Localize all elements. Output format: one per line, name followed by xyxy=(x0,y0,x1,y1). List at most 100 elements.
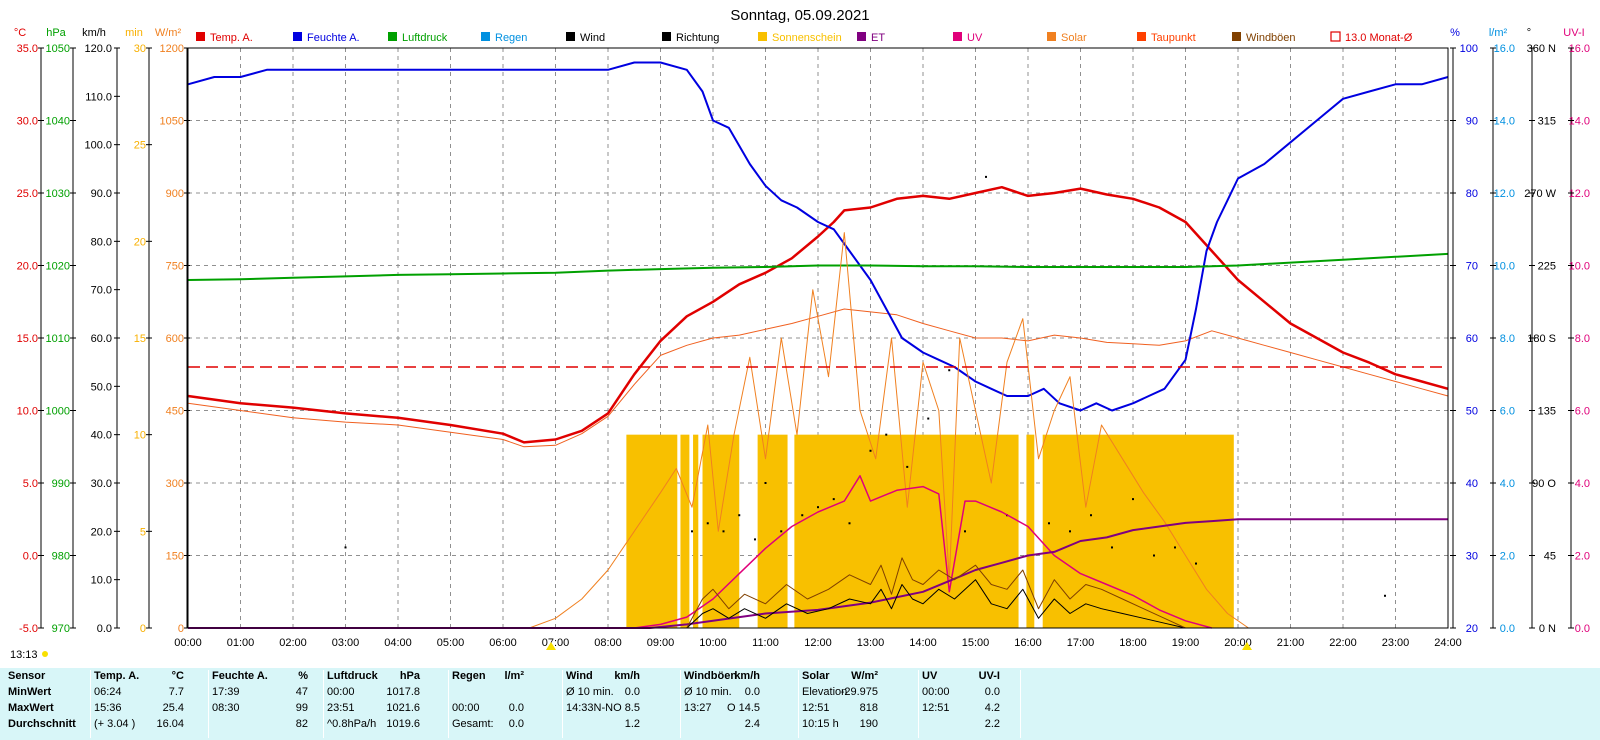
stats-cell: 1.2 xyxy=(624,718,640,730)
stats-cell: 1021.6 xyxy=(386,702,420,714)
axis-tick-label: 1050 xyxy=(46,43,70,55)
legend-label: UV xyxy=(967,32,983,44)
axis-tick-label: 80 xyxy=(1466,188,1478,200)
stats-cell: Gesamt: xyxy=(452,718,494,730)
x-tick-label: 07:00 xyxy=(542,637,570,649)
stats-cell: 08:30 xyxy=(212,702,240,714)
axis-tick-label: 10 xyxy=(134,430,146,442)
direction-point xyxy=(848,522,851,525)
stats-header: Temp. A. xyxy=(94,670,140,682)
direction-point xyxy=(801,514,804,517)
axis-tick-label: 80.0 xyxy=(91,236,112,248)
stats-header: % xyxy=(298,670,308,682)
legend-item: Sonnenschein xyxy=(758,32,842,44)
axis-tick-label: 30 xyxy=(1466,551,1478,563)
stats-separator xyxy=(448,670,449,738)
series-lines xyxy=(187,61,1449,629)
time-marker-label: 13:13 xyxy=(10,649,38,660)
stats-cell: 190 xyxy=(859,718,878,730)
axis-tick-label: 0 N xyxy=(1539,623,1556,635)
direction-point xyxy=(1132,498,1134,501)
sunshine-bar xyxy=(693,434,699,628)
stats-cell: 12:51 xyxy=(922,702,950,714)
direction-point xyxy=(1195,562,1197,565)
axis-tick-label: 16.0 xyxy=(1494,43,1515,55)
direction-point xyxy=(1384,594,1386,597)
legend-item: Regen xyxy=(481,32,527,44)
stats-cell: 0.0 xyxy=(624,686,640,698)
sunshine-bar xyxy=(680,434,690,628)
stats-cell: 7.7 xyxy=(168,686,184,698)
legend-swatch xyxy=(388,32,397,41)
axis-tick-label: 8.0 xyxy=(1575,333,1590,345)
axis-tick-label: 70 xyxy=(1466,261,1478,273)
stats-cell: 06:24 xyxy=(94,686,122,698)
axis-tick-label: 0.0 xyxy=(1500,623,1515,635)
axis-tick-label: 20 xyxy=(134,236,146,248)
stats-separator xyxy=(918,670,919,738)
stats-header: °C xyxy=(171,670,184,682)
legend-swatch xyxy=(758,32,767,41)
direction-point xyxy=(1111,546,1113,549)
x-tick-label: 19:00 xyxy=(1172,637,1200,649)
legend-label: Wind xyxy=(580,32,605,44)
axis-tick-label: 0 xyxy=(178,623,184,635)
sunrise-marker-icon xyxy=(546,642,556,650)
stats-row-label: MinWert xyxy=(8,686,52,698)
axis-tick-label: 30.0 xyxy=(91,478,112,490)
x-tick-label: 21:00 xyxy=(1277,637,1305,649)
axis-tick-label: 40 xyxy=(1466,478,1478,490)
sunshine-bar xyxy=(702,434,740,628)
series-line xyxy=(187,308,1449,448)
axis-tick-label: 10.0 xyxy=(91,575,112,587)
axis-tick-label: 50 xyxy=(1466,406,1478,418)
x-tick-label: 00:00 xyxy=(174,637,202,649)
stats-cell: 0.0 xyxy=(508,718,524,730)
stats-cell: Elevation xyxy=(802,686,848,698)
axis-tick-label: 10.0 xyxy=(1494,261,1515,273)
direction-point xyxy=(948,369,951,372)
direction-point xyxy=(1153,554,1155,557)
direction-point xyxy=(780,530,783,533)
legend-label: Sonnenschein xyxy=(772,32,842,44)
stats-cell: 1019.6 xyxy=(386,718,420,730)
legend-swatch xyxy=(1047,32,1056,41)
stats-header: Feuchte A. xyxy=(212,670,268,682)
stats-cell: (+ 3.04 ) xyxy=(94,718,136,730)
stats-header: Wind xyxy=(566,670,593,682)
stats-cell: N-NO 8.5 xyxy=(593,702,640,714)
x-tick-label: 08:00 xyxy=(594,637,622,649)
stats-header: km/h xyxy=(734,670,760,682)
axis-tick-label: 20.0 xyxy=(91,526,112,538)
axis-tick-label: 90 O xyxy=(1532,478,1556,490)
plot-frame xyxy=(187,47,1449,629)
direction-point xyxy=(1174,546,1176,549)
x-tick-label: 15:00 xyxy=(962,637,990,649)
x-tick-label: 05:00 xyxy=(437,637,465,649)
stats-cell: 47 xyxy=(295,686,308,698)
direction-point xyxy=(817,506,819,509)
axis-tick-label: 60 xyxy=(1466,333,1478,345)
direction-point xyxy=(1090,514,1092,517)
stats-separator xyxy=(323,670,324,738)
axis-tick-label: 4.0 xyxy=(1575,478,1590,490)
legend-item: Luftdruck xyxy=(388,32,448,44)
axis-tick-label: 150 xyxy=(166,551,184,563)
legend-item: ET xyxy=(857,32,885,44)
time-marker-dot xyxy=(42,651,48,657)
x-tick-label: 12:00 xyxy=(804,637,832,649)
axis-tick-label: 30.0 xyxy=(17,116,38,128)
x-tick-label: 04:00 xyxy=(384,637,412,649)
stats-header: hPa xyxy=(399,670,420,682)
axis-tick-label: 1030 xyxy=(46,188,70,200)
legend-swatch xyxy=(662,32,671,41)
stats-cell: -29.975 xyxy=(840,686,878,698)
x-tick-label: 23:00 xyxy=(1382,637,1410,649)
direction-point xyxy=(754,538,756,541)
legend-item: Solar xyxy=(1047,32,1087,44)
axis-tick-label: 8.0 xyxy=(1500,333,1515,345)
axis-dir: ° 360 N 315 270 W 225 180 S 135 90 O 45 0 N xyxy=(1524,27,1556,635)
axis-tick-label: 25 xyxy=(134,140,146,152)
legend-swatch xyxy=(481,32,490,41)
axis-tick-label: 20 xyxy=(1466,623,1478,635)
